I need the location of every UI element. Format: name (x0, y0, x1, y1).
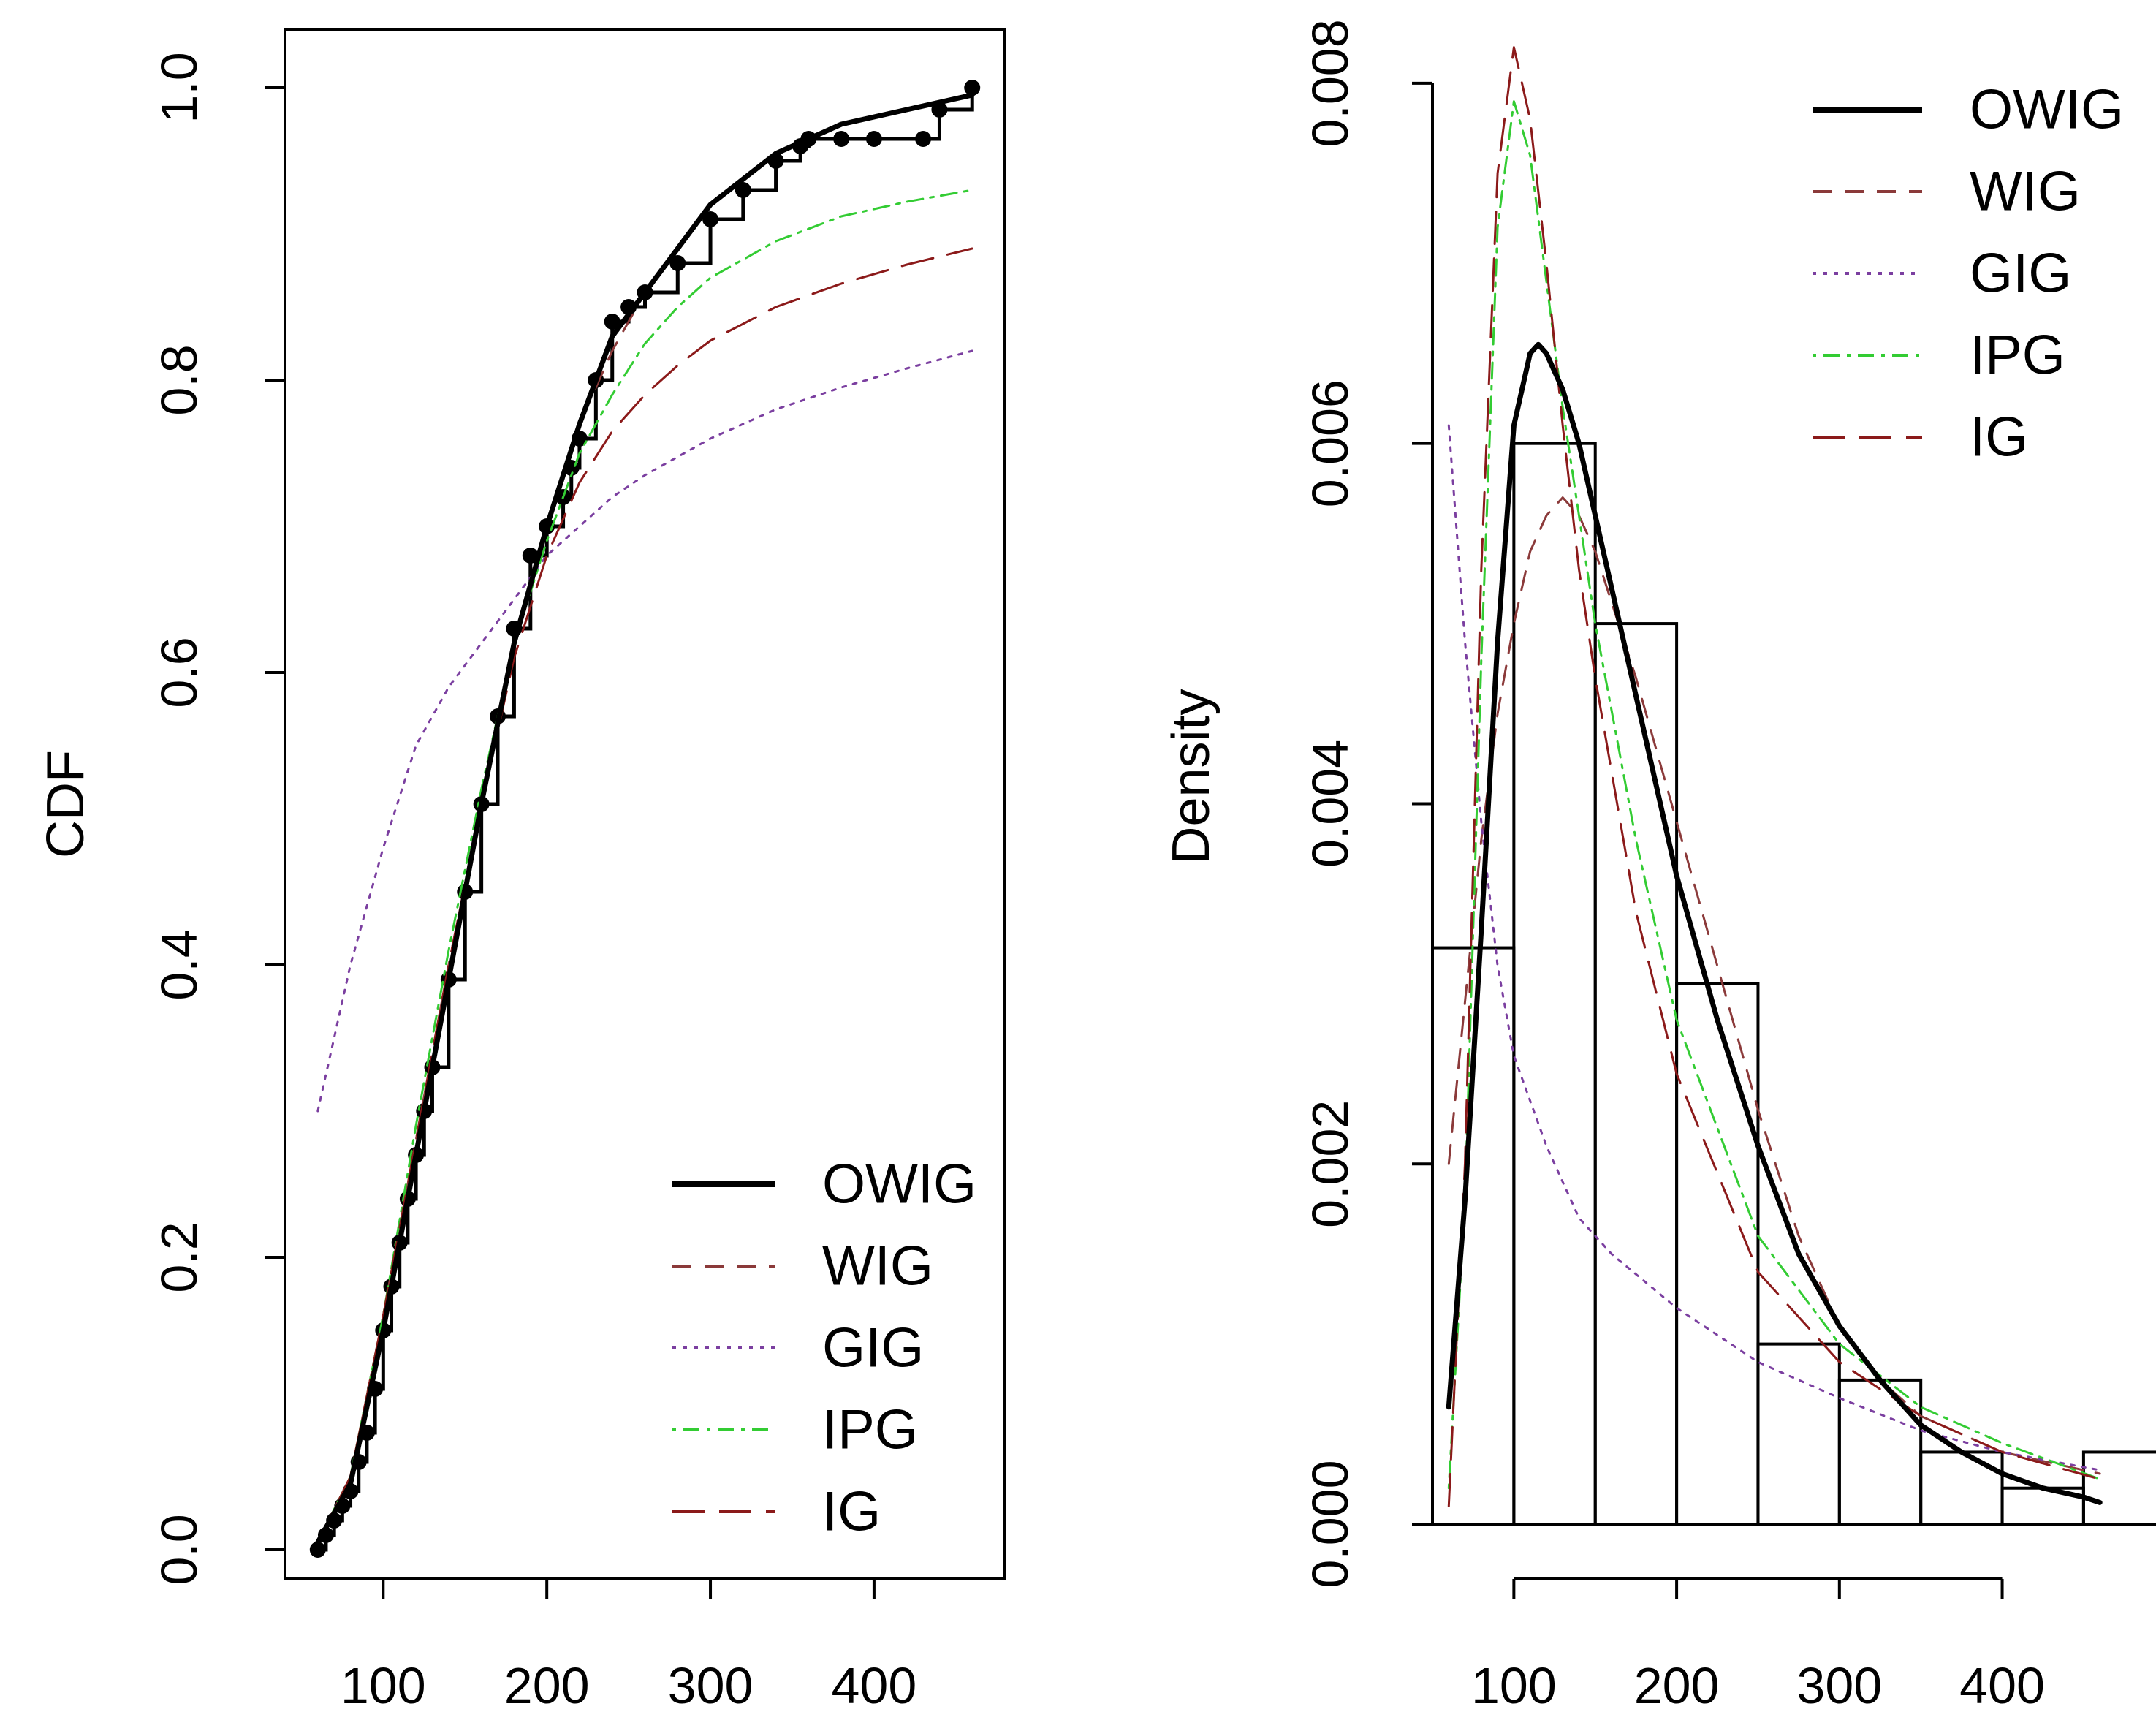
legend-label: WIG (1970, 161, 2081, 223)
legend-label: IG (1970, 406, 2028, 469)
cdf-panel: 0.0 0.2 0.4 0.6 0.8 1.0 100 200 300 400 CDF OWIG WIG… (37, 28, 1006, 1714)
empirical-point (702, 211, 719, 227)
y-tick-label: 0.8 (151, 344, 208, 415)
histogram-bar (2081, 1450, 2156, 1526)
series-line-owig (1446, 341, 2103, 1505)
y-tick-label: 0.008 (1302, 19, 1359, 147)
y-tick-label: 0.6 (151, 637, 208, 708)
empirical-point (669, 255, 686, 271)
histogram-bar (1837, 1378, 1923, 1526)
x-tick-label: 300 (668, 1657, 754, 1714)
empirical-point (915, 131, 932, 147)
y-axis-title: Density (1162, 689, 1221, 864)
histogram-bar (1593, 622, 1679, 1526)
series-line-ipg (1447, 100, 2101, 1490)
histogram-bar (1512, 442, 1597, 1526)
y-tick-label: 0.004 (1302, 740, 1359, 868)
legend-label: IPG (1970, 325, 2065, 387)
legend-label: IPG (822, 1399, 918, 1461)
empirical-point (964, 80, 981, 96)
y-tick-label: 0.006 (1302, 379, 1359, 507)
series-line-gig (316, 349, 973, 1113)
x-tick-label: 200 (1634, 1657, 1720, 1714)
empirical-point (522, 548, 539, 564)
plot-frame (284, 28, 1006, 1580)
series-line-ipg (316, 189, 973, 1544)
empirical-point (735, 182, 751, 198)
empirical-point (833, 131, 850, 147)
series-line-owig (315, 92, 975, 1545)
x-tick-label: 100 (1471, 1657, 1557, 1714)
legend-label: GIG (822, 1317, 924, 1379)
y-tick-label: 0.4 (151, 929, 208, 1000)
y-tick-label: 1.0 (151, 52, 208, 123)
x-tick-label: 300 (1796, 1657, 1882, 1714)
legend-label: OWIG (822, 1154, 976, 1216)
series-line-ig (316, 247, 973, 1544)
y-tick-label: 0.000 (1302, 1460, 1359, 1588)
x-tick-label: 100 (341, 1657, 426, 1714)
x-tick-label: 400 (832, 1657, 917, 1714)
legend-label: OWIG (1970, 79, 2124, 141)
legend-label: WIG (822, 1235, 933, 1298)
histogram-bar (1675, 982, 1760, 1526)
y-tick-label: 0.002 (1302, 1100, 1359, 1228)
series-line-wig (1447, 496, 2101, 1475)
y-axis-title: CDF (37, 750, 95, 858)
empirical-point (865, 131, 882, 147)
legend-label: IG (822, 1481, 881, 1543)
y-tick-label: 0.2 (151, 1221, 208, 1292)
density-panel: 0.000 0.002 0.004 0.006 0.008 100 200 300 400 Den… (1162, 19, 2156, 1714)
empirical-point (604, 314, 620, 330)
empirical-point (309, 1542, 326, 1558)
histogram-bar (1919, 1450, 2004, 1526)
series-line-gig (1447, 424, 2101, 1471)
series-line-ig (1447, 46, 2101, 1507)
histogram-bar (1756, 1342, 1841, 1526)
legend-label: GIG (1970, 243, 2071, 305)
x-tick-label: 200 (504, 1657, 590, 1714)
x-tick-label: 400 (1959, 1657, 2045, 1714)
y-tick-label: 0.0 (151, 1514, 208, 1585)
